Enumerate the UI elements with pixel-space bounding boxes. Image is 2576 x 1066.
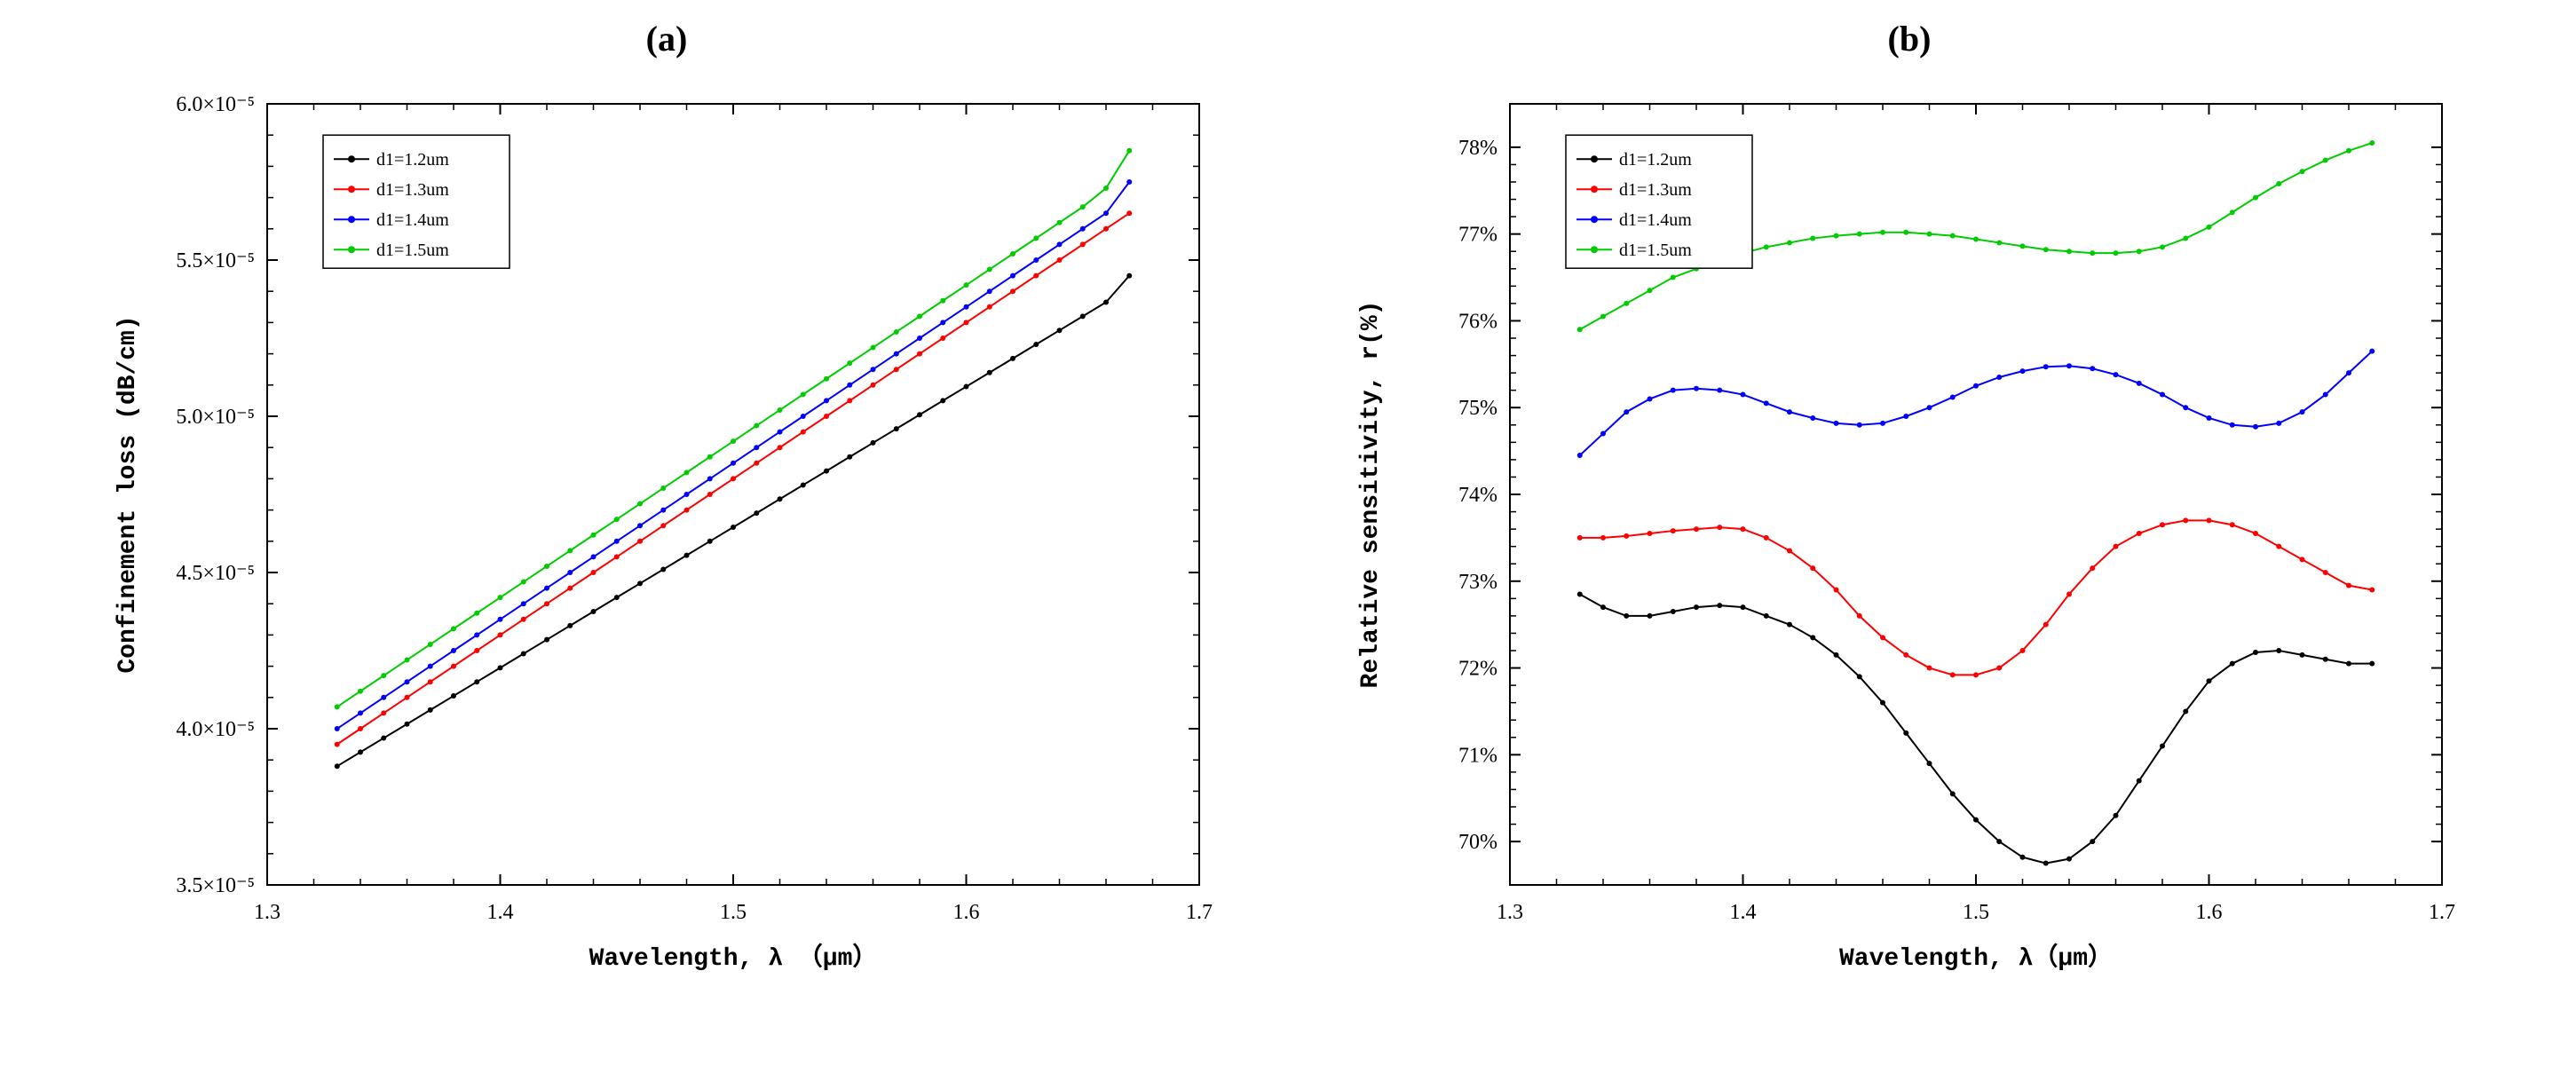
svg-text:1.7: 1.7 [2429, 901, 2455, 924]
svg-text:75%: 75% [1458, 397, 1497, 420]
svg-text:d1=1.4um: d1=1.4um [376, 210, 449, 230]
panel-a: (a) 1.3 1.4 1.5 1.6 1.7 3.5×10⁻⁵ 4.0×10⁻⁵ 4.5×1… [99, 18, 1235, 1000]
svg-text:1.4: 1.4 [487, 901, 514, 924]
svg-text:1.4: 1.4 [1730, 901, 1757, 924]
svg-text:Wavelength, λ（μm）: Wavelength, λ（μm） [1839, 942, 2113, 973]
svg-text:d1=1.5um: d1=1.5um [376, 241, 449, 260]
svg-text:1.5: 1.5 [1963, 901, 1989, 924]
svg-text:1.6: 1.6 [2196, 901, 2223, 924]
svg-text:76%: 76% [1458, 310, 1497, 333]
svg-text:3.5×10⁻⁵: 3.5×10⁻⁵ [176, 874, 255, 897]
svg-text:77%: 77% [1458, 224, 1497, 247]
svg-text:78%: 78% [1458, 137, 1497, 160]
svg-text:1.3: 1.3 [1497, 901, 1523, 924]
svg-text:74%: 74% [1458, 484, 1497, 507]
svg-text:Wavelength, λ （μm）: Wavelength, λ （μm） [589, 942, 878, 973]
svg-text:73%: 73% [1458, 571, 1497, 594]
svg-text:71%: 71% [1458, 744, 1497, 767]
svg-text:1.5: 1.5 [720, 901, 747, 924]
svg-text:5.5×10⁻⁵: 5.5×10⁻⁵ [176, 249, 255, 272]
svg-text:70%: 70% [1458, 831, 1497, 854]
svg-text:d1=1.2um: d1=1.2um [1619, 150, 1692, 170]
panel-a-title: (a) [646, 18, 688, 59]
svg-text:d1=1.4um: d1=1.4um [1619, 210, 1692, 230]
chart-b: 1.3 1.4 1.5 1.6 1.7 70% 71% 72% 73% 74% 75% 76% 77% 7… [1341, 68, 2477, 1000]
svg-text:1.6: 1.6 [953, 901, 980, 924]
svg-text:d1=1.5um: d1=1.5um [1619, 241, 1692, 260]
chart-a: 1.3 1.4 1.5 1.6 1.7 3.5×10⁻⁵ 4.0×10⁻⁵ 4.5×10⁻⁵ 5… [99, 68, 1235, 1000]
svg-text:Relative sensitivity, r(%): Relative sensitivity, r(%) [1357, 301, 1385, 689]
svg-text:6.0×10⁻⁵: 6.0×10⁻⁵ [176, 93, 255, 116]
svg-text:1.7: 1.7 [1186, 901, 1213, 924]
panel-b-title: (b) [1888, 18, 1932, 59]
svg-text:d1=1.3um: d1=1.3um [376, 180, 449, 200]
svg-text:5.0×10⁻⁵: 5.0×10⁻⁵ [176, 406, 255, 429]
svg-text:4.0×10⁻⁵: 4.0×10⁻⁵ [176, 718, 255, 741]
svg-text:1.3: 1.3 [254, 901, 281, 924]
svg-text:d1=1.2um: d1=1.2um [376, 150, 449, 170]
svg-text:4.5×10⁻⁵: 4.5×10⁻⁵ [176, 562, 255, 585]
svg-text:d1=1.3um: d1=1.3um [1619, 180, 1692, 200]
svg-text:72%: 72% [1458, 658, 1497, 681]
figure-row: (a) 1.3 1.4 1.5 1.6 1.7 3.5×10⁻⁵ 4.0×10⁻⁵ 4.5×1… [0, 0, 2576, 1036]
panel-b: (b) 1.3 1.4 1.5 1.6 1.7 70% 71% 72% 73% 74% 75% 76%… [1341, 18, 2477, 1000]
svg-text:Confinement loss (dB/cm): Confinement loss (dB/cm) [115, 315, 142, 673]
